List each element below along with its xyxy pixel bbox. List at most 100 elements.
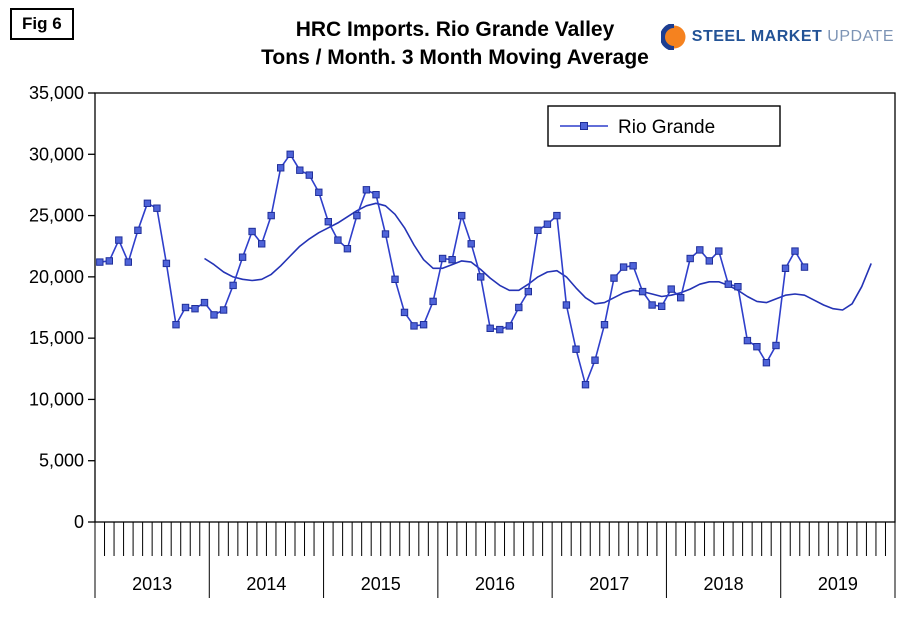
series-marker [410, 322, 418, 330]
series-marker [210, 311, 218, 319]
series-marker [334, 236, 342, 244]
plot-border [94, 92, 896, 523]
x-axis-year-label: 2015 [361, 574, 401, 594]
series-marker [553, 211, 561, 220]
series-marker [258, 240, 266, 248]
y-axis-label: 15,000 [29, 328, 84, 348]
series-marker [496, 325, 504, 334]
series-marker [705, 257, 713, 265]
series-marker [600, 321, 609, 329]
brand-logo-steel: STEEL [691, 28, 746, 45]
series-marker [277, 164, 285, 172]
series-marker [372, 191, 380, 199]
y-axis-label: 30,000 [29, 144, 84, 164]
series-marker [105, 257, 113, 265]
series-marker [458, 211, 466, 220]
series-marker [515, 303, 523, 312]
x-axis-year-label: 2016 [475, 574, 515, 594]
series-marker [524, 287, 532, 296]
series-marker [315, 188, 323, 197]
series-marker [791, 247, 799, 255]
y-axis-label: 20,000 [29, 267, 84, 287]
series-marker [162, 259, 171, 268]
series-marker [362, 186, 371, 194]
figure-label: Fig 6 [10, 8, 74, 40]
series-marker [305, 171, 314, 179]
brand-logo-update: UPDATE [827, 28, 894, 45]
series-marker [619, 263, 628, 271]
series-marker [200, 298, 209, 307]
y-axis-label: 0 [74, 512, 84, 532]
brand-logo-icon [660, 24, 686, 50]
series-marker [400, 308, 409, 317]
series-marker [143, 199, 152, 208]
x-axis-year-label: 2019 [818, 574, 858, 594]
series-line [99, 153, 806, 386]
series-marker [124, 258, 132, 266]
series-marker [658, 302, 666, 311]
y-axis-label: 35,000 [29, 83, 84, 103]
series-marker [96, 258, 104, 266]
x-axis-year-label: 2017 [589, 574, 629, 594]
series-marker [638, 287, 647, 296]
legend-sample-marker [580, 122, 588, 130]
series-marker [267, 211, 275, 220]
series-marker [562, 301, 571, 309]
series-marker [686, 254, 694, 263]
series-marker [438, 254, 447, 263]
series-marker [115, 236, 123, 244]
series-marker [153, 204, 161, 212]
series-marker [486, 324, 494, 333]
x-axis-year-label: 2018 [704, 574, 744, 594]
y-axis-label: 10,000 [29, 389, 84, 409]
series-marker [296, 166, 304, 174]
series-marker [667, 285, 675, 293]
series-marker [800, 263, 809, 271]
series-marker [543, 220, 552, 228]
brand-logo-market: MARKET [750, 28, 823, 45]
series-marker [353, 211, 361, 220]
series-marker [591, 356, 599, 364]
legend-label: Rio Grande [618, 117, 715, 138]
series-marker [772, 341, 780, 350]
series-marker [191, 305, 199, 313]
series-marker [467, 240, 475, 248]
series-marker [238, 253, 247, 261]
series-marker [181, 303, 190, 312]
series-marker [581, 381, 590, 389]
x-axis-year-label: 2013 [132, 574, 172, 594]
y-axis-label: 5,000 [39, 451, 84, 471]
moving-average-line [204, 202, 872, 311]
series-marker [286, 150, 294, 159]
series-marker [677, 294, 685, 302]
series-marker [229, 281, 237, 290]
x-axis-year-label: 2014 [246, 574, 286, 594]
series-marker [134, 226, 142, 235]
series-marker [648, 301, 656, 309]
series-marker [172, 321, 180, 329]
series-marker [343, 245, 352, 253]
series-marker [734, 283, 742, 291]
series-marker [248, 227, 256, 236]
series-marker [762, 359, 771, 367]
series-marker [505, 322, 514, 330]
series-marker [219, 306, 228, 314]
series-marker [391, 275, 399, 284]
series-marker [753, 343, 761, 351]
chart-title-line1: HRC Imports. Rio Grande Valley [295, 18, 615, 41]
chart-title: HRC Imports. Rio Grande Valley Tons / Mo… [0, 16, 910, 72]
series-marker [696, 246, 704, 254]
series-marker [610, 274, 618, 282]
series-marker [477, 273, 485, 281]
series-marker [781, 264, 790, 273]
series-marker [381, 230, 390, 238]
series-marker [419, 321, 428, 329]
series-marker [572, 345, 580, 353]
brand-logo: STEEL MARKET UPDATE [660, 24, 894, 50]
chart-title-line2: Tons / Month. 3 Month Moving Average [261, 46, 649, 69]
series-marker [534, 226, 542, 235]
series-marker [629, 262, 637, 270]
series-marker [448, 256, 456, 264]
